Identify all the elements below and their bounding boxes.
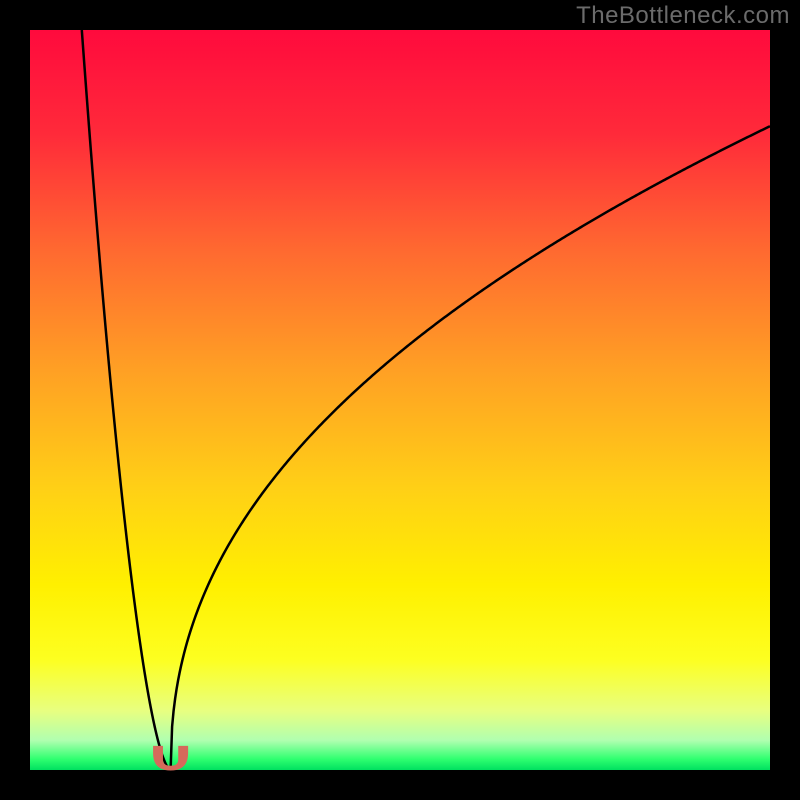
bottleneck-curve-chart	[0, 0, 800, 800]
plot-area	[30, 30, 770, 770]
chart-container: TheBottleneck.com	[0, 0, 800, 800]
